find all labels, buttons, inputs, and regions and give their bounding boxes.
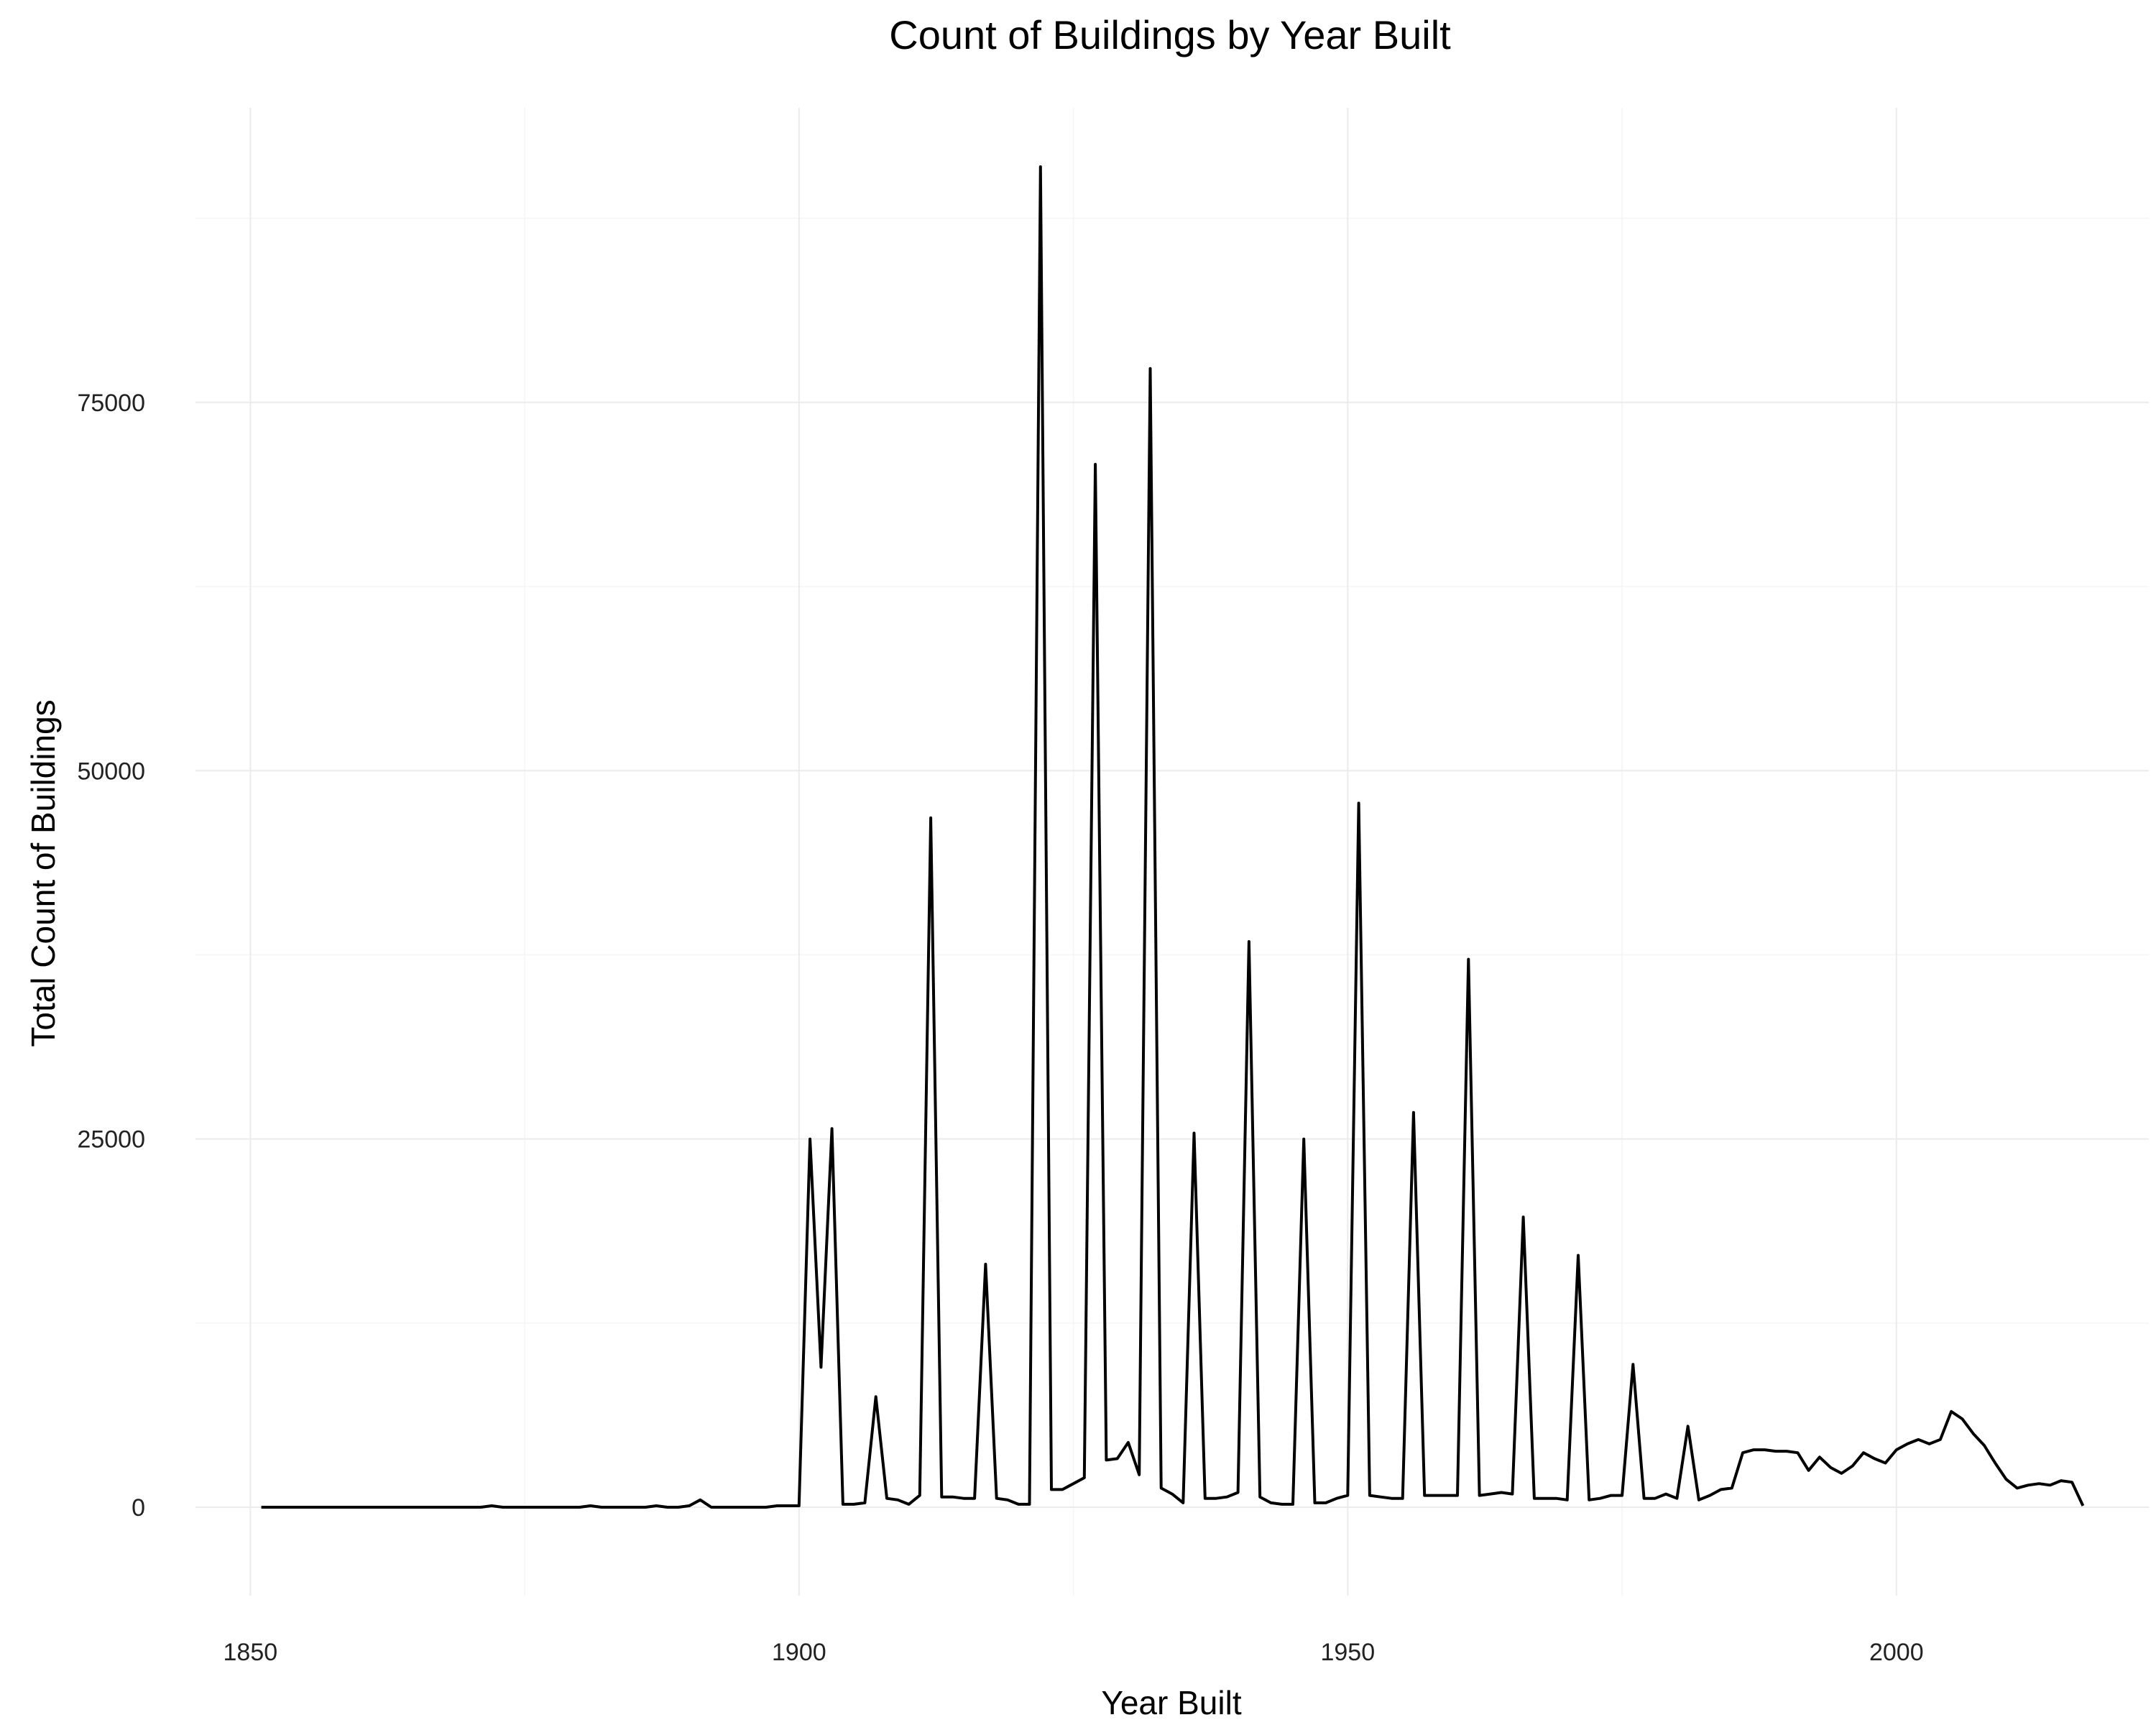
x-tick-label: 2000 [1869,1639,1924,1666]
x-tick-label: 1950 [1320,1639,1375,1666]
x-axis-title: Year Built [1101,1684,1241,1721]
chart-title: Count of Buildings by Year Built [889,12,1451,58]
grid-lines [195,108,2149,1596]
series-line-building-count [261,165,2085,1509]
x-tick-label: 1900 [772,1639,826,1666]
y-tick-label: 75000 [77,390,145,417]
x-tick-label: 1850 [224,1639,278,1666]
y-tick-label: 50000 [77,758,145,785]
y-tick-label: 25000 [77,1126,145,1154]
x-axis-ticks: 1850 1900 1950 2000 [224,1639,1924,1666]
y-axis-ticks: 0 25000 50000 75000 [77,390,145,1522]
y-tick-label: 0 [132,1494,145,1522]
y-axis-title: Total Count of Buildings [24,699,62,1046]
